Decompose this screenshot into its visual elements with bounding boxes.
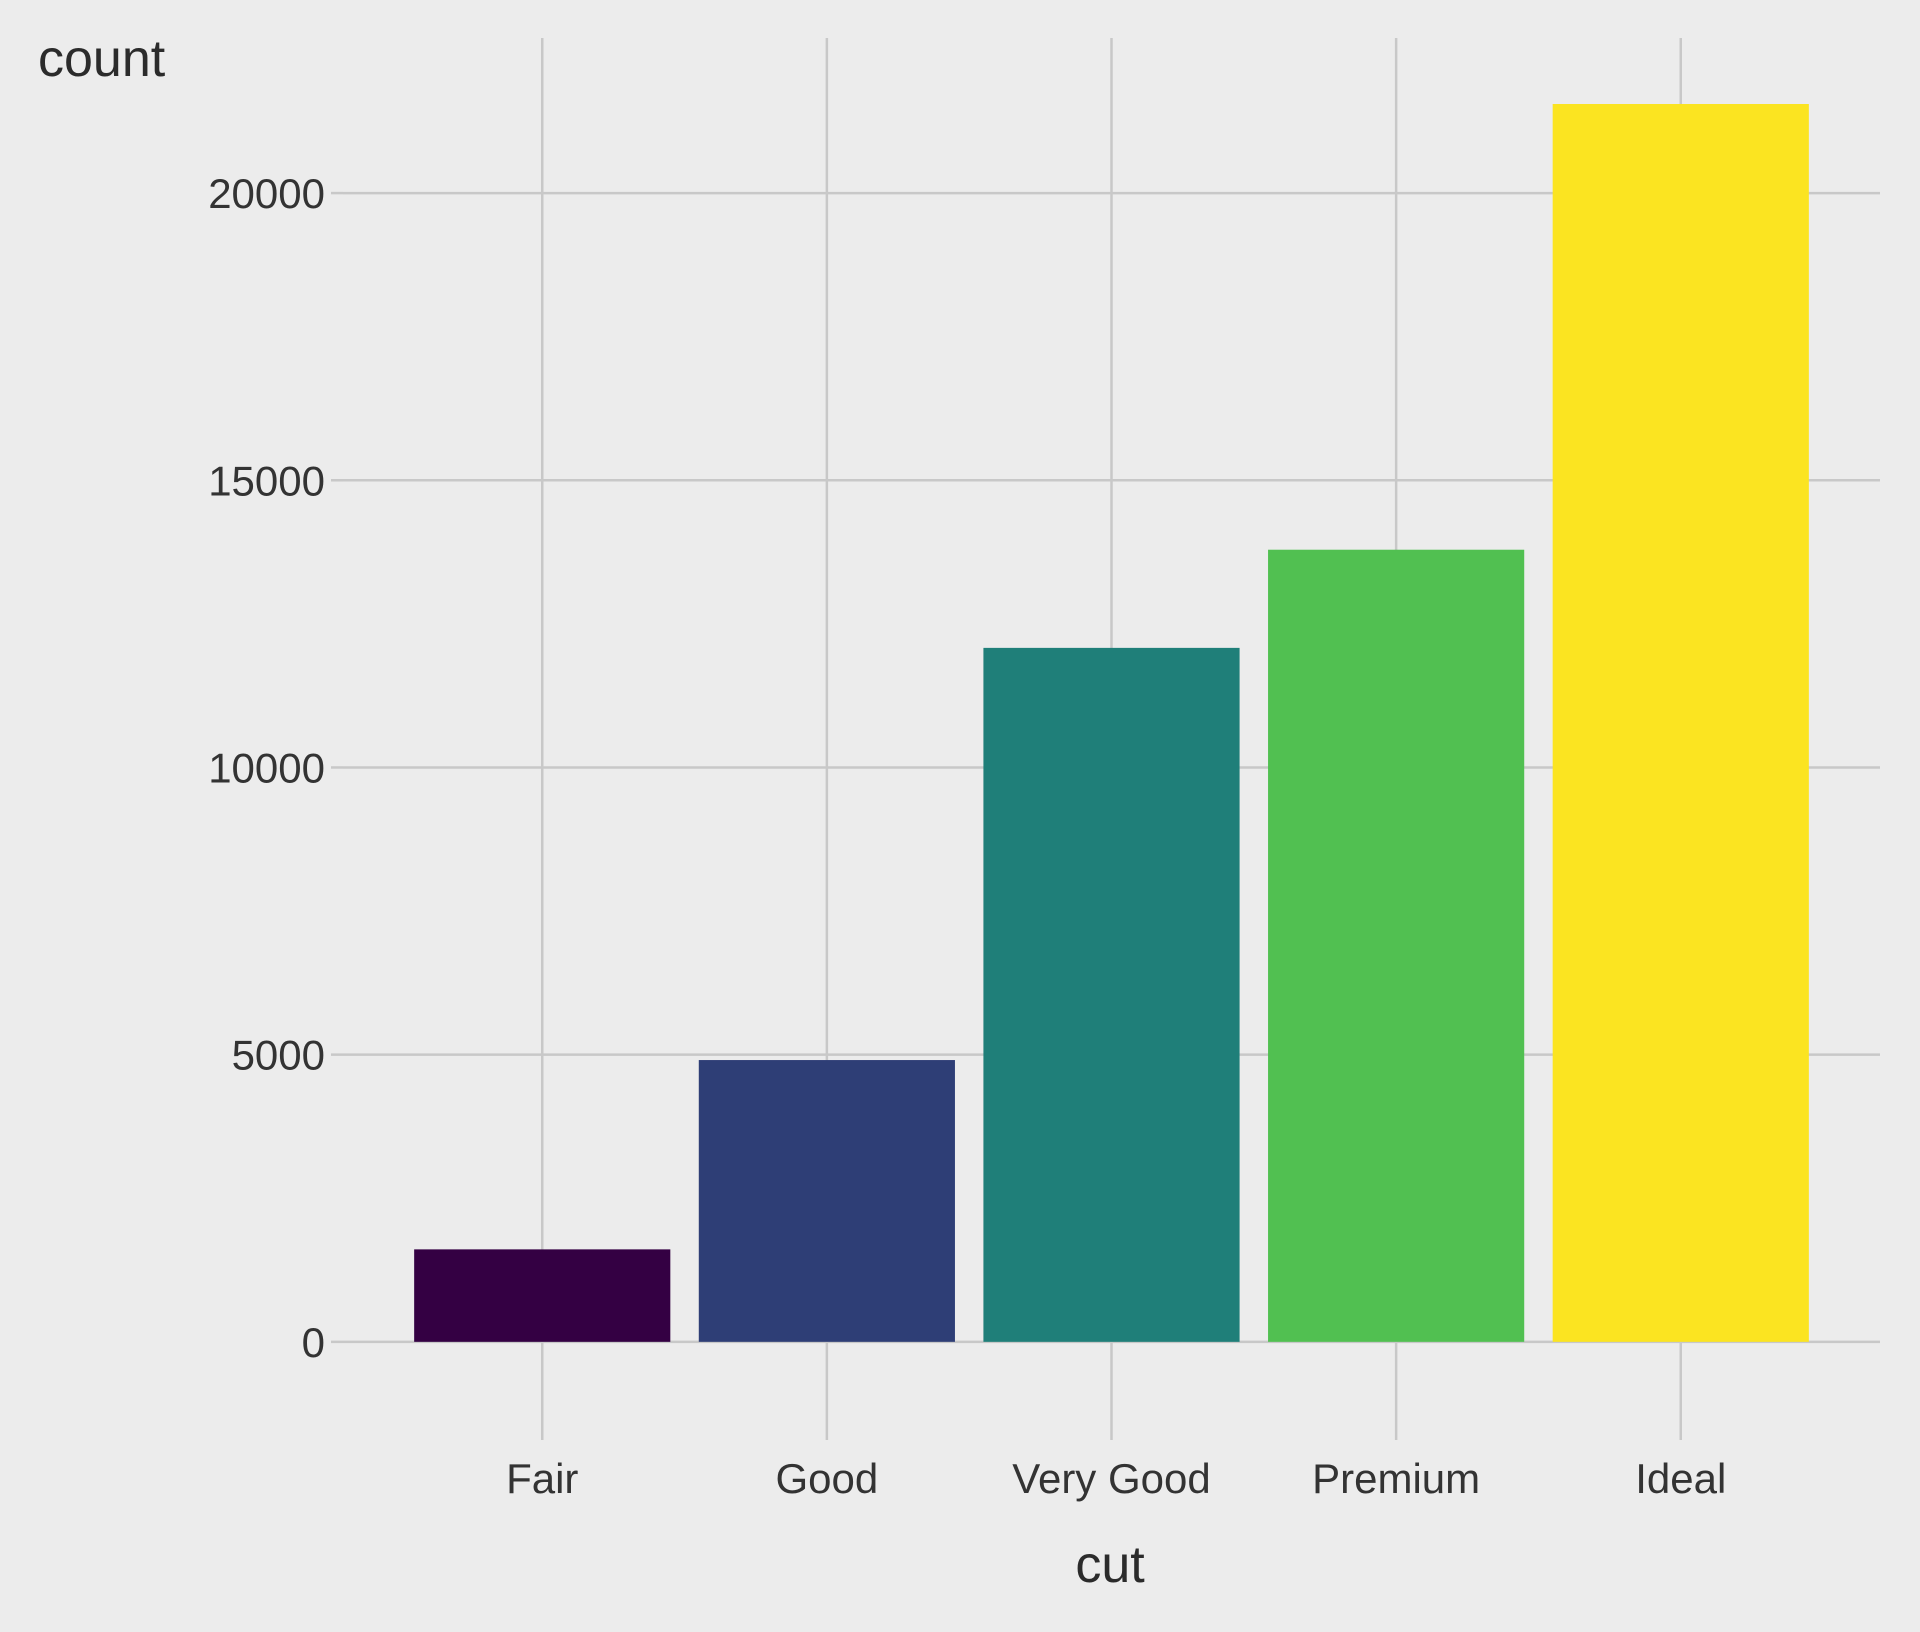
- x-tick-label: Fair: [506, 1455, 578, 1502]
- x-tick-label: Very Good: [1012, 1455, 1210, 1502]
- y-tick-label: 10000: [208, 744, 325, 791]
- y-tick-label: 15000: [208, 457, 325, 504]
- x-axis-ticks: Fair Good Very Good Premium Ideal: [506, 1428, 1726, 1502]
- y-tick-label: 5000: [232, 1032, 325, 1079]
- x-tick-label: Ideal: [1635, 1455, 1726, 1502]
- bar-fair: [414, 1249, 671, 1342]
- bar-very-good: [983, 647, 1240, 1342]
- bar-good: [698, 1060, 955, 1342]
- bar-ideal: [1552, 103, 1809, 1342]
- x-tick-label: Good: [775, 1455, 878, 1502]
- bar-premium: [1268, 549, 1525, 1342]
- y-tick-label: 0: [302, 1319, 325, 1366]
- y-axis-ticks: 0 5000 10000 15000 20000: [208, 170, 343, 1366]
- y-tick-label: 20000: [208, 170, 325, 217]
- bars-layer: [414, 103, 1809, 1342]
- x-tick-label: Premium: [1312, 1455, 1480, 1502]
- x-axis-title: cut: [1075, 1536, 1145, 1594]
- y-axis-title: count: [38, 30, 166, 88]
